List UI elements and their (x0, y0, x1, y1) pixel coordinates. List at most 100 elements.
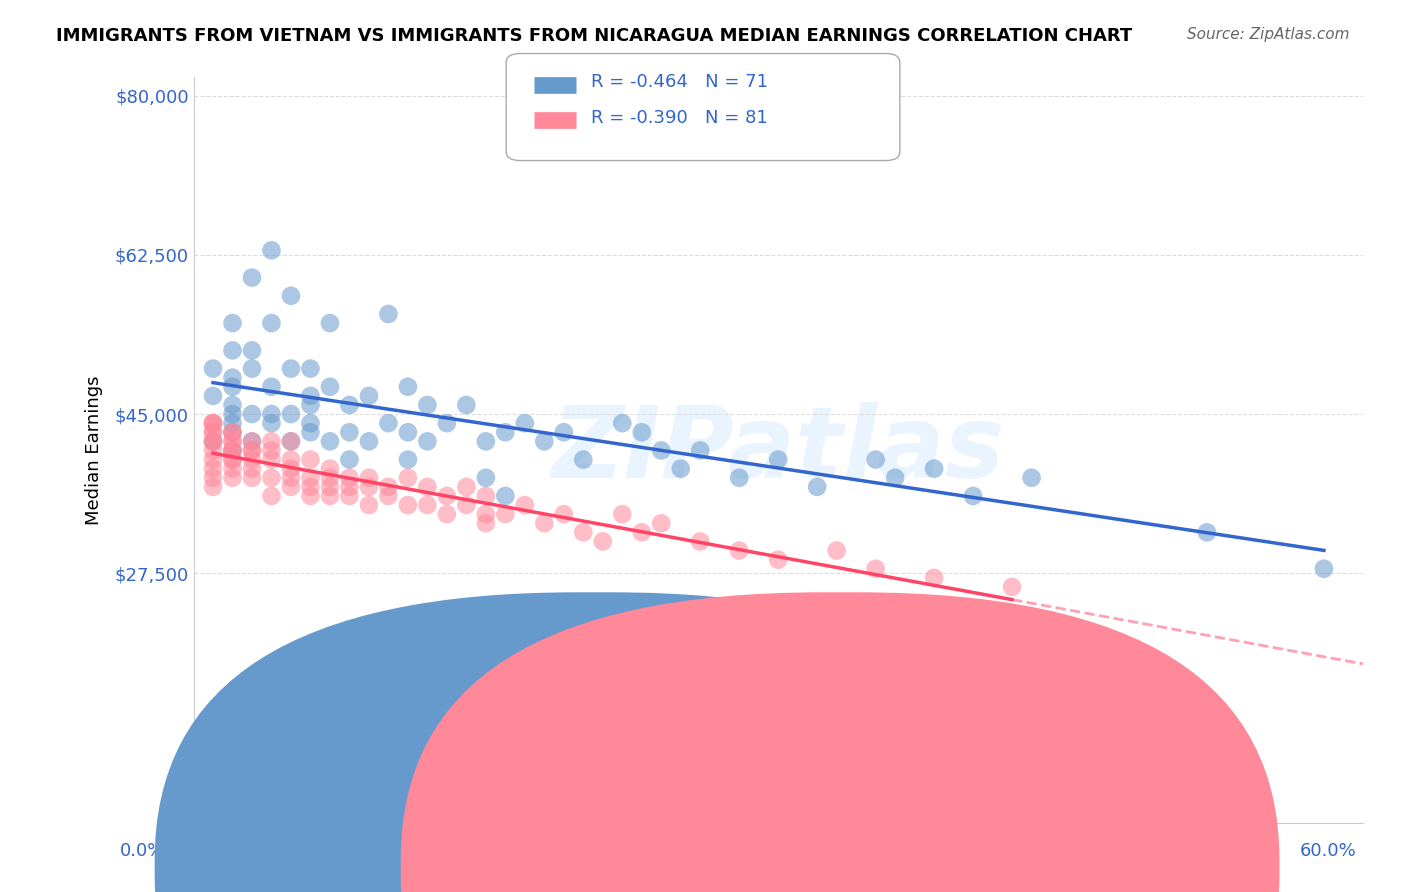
Point (240, 471, 263, 485)
Point (299, 361, 322, 376)
Point (299, 389, 322, 403)
Point (260, 316, 283, 330)
Point (456, 398, 478, 412)
Point (299, 471, 322, 485)
Point (202, 434, 225, 449)
Point (202, 452, 225, 467)
Point (260, 434, 283, 449)
Point (922, 571, 945, 585)
Point (377, 480, 399, 494)
Point (962, 489, 984, 503)
Point (221, 343, 243, 358)
Point (240, 452, 263, 467)
Text: R = -0.464   N = 71: R = -0.464 N = 71 (591, 73, 768, 91)
Point (202, 434, 225, 449)
Point (592, 534, 614, 549)
Point (240, 434, 263, 449)
Point (221, 434, 243, 449)
Point (396, 380, 419, 394)
Point (221, 452, 243, 467)
Point (202, 434, 225, 449)
Point (280, 407, 302, 421)
Point (339, 489, 361, 503)
Point (260, 471, 283, 485)
Point (240, 461, 263, 475)
Point (202, 389, 225, 403)
Point (221, 443, 243, 458)
Point (456, 498, 478, 512)
Point (221, 443, 243, 458)
Point (202, 361, 225, 376)
Point (728, 543, 751, 558)
Point (456, 480, 478, 494)
Point (513, 498, 536, 512)
Point (825, 543, 848, 558)
Point (319, 434, 342, 449)
Point (240, 361, 263, 376)
Point (319, 316, 342, 330)
Point (357, 480, 380, 494)
Point (299, 425, 322, 440)
Point (221, 471, 243, 485)
Point (202, 443, 225, 458)
Text: ZIPatlas: ZIPatlas (551, 402, 1005, 499)
Point (299, 416, 322, 430)
Point (377, 489, 399, 503)
Point (728, 471, 751, 485)
Point (689, 534, 711, 549)
Point (221, 425, 243, 440)
Point (260, 452, 283, 467)
Point (475, 434, 498, 449)
Point (202, 480, 225, 494)
Point (221, 461, 243, 475)
Point (494, 507, 516, 521)
Point (416, 434, 439, 449)
Point (319, 480, 342, 494)
Point (240, 407, 263, 421)
Point (416, 398, 439, 412)
Y-axis label: Median Earnings: Median Earnings (86, 376, 103, 525)
Point (650, 516, 672, 531)
Point (260, 443, 283, 458)
Point (494, 489, 516, 503)
Point (299, 398, 322, 412)
Point (865, 562, 887, 576)
Point (533, 516, 555, 531)
Point (766, 452, 789, 467)
Point (1001, 580, 1024, 594)
Point (260, 416, 283, 430)
Point (319, 471, 342, 485)
Point (612, 416, 634, 430)
Text: IMMIGRANTS FROM VIETNAM VS IMMIGRANTS FROM NICARAGUA MEDIAN EARNINGS CORRELATION: IMMIGRANTS FROM VIETNAM VS IMMIGRANTS FR… (56, 27, 1132, 45)
Point (396, 498, 419, 512)
Text: 0.0%: 0.0% (120, 842, 165, 860)
Point (221, 398, 243, 412)
Point (436, 489, 458, 503)
Point (202, 416, 225, 430)
Point (221, 425, 243, 440)
Point (221, 425, 243, 440)
Point (357, 434, 380, 449)
Point (357, 389, 380, 403)
Point (280, 480, 302, 494)
Point (553, 425, 575, 440)
Point (396, 452, 419, 467)
Point (280, 289, 302, 303)
Point (240, 270, 263, 285)
Text: 60.0%: 60.0% (1301, 842, 1357, 860)
Point (922, 461, 945, 475)
Point (319, 461, 342, 475)
Point (299, 489, 322, 503)
Point (202, 461, 225, 475)
Point (1021, 471, 1043, 485)
Point (339, 398, 361, 412)
Point (357, 471, 380, 485)
Point (669, 461, 692, 475)
Point (572, 525, 595, 540)
Point (202, 425, 225, 440)
Point (494, 425, 516, 440)
Point (533, 434, 555, 449)
Point (221, 370, 243, 384)
Point (240, 343, 263, 358)
Point (630, 425, 652, 440)
